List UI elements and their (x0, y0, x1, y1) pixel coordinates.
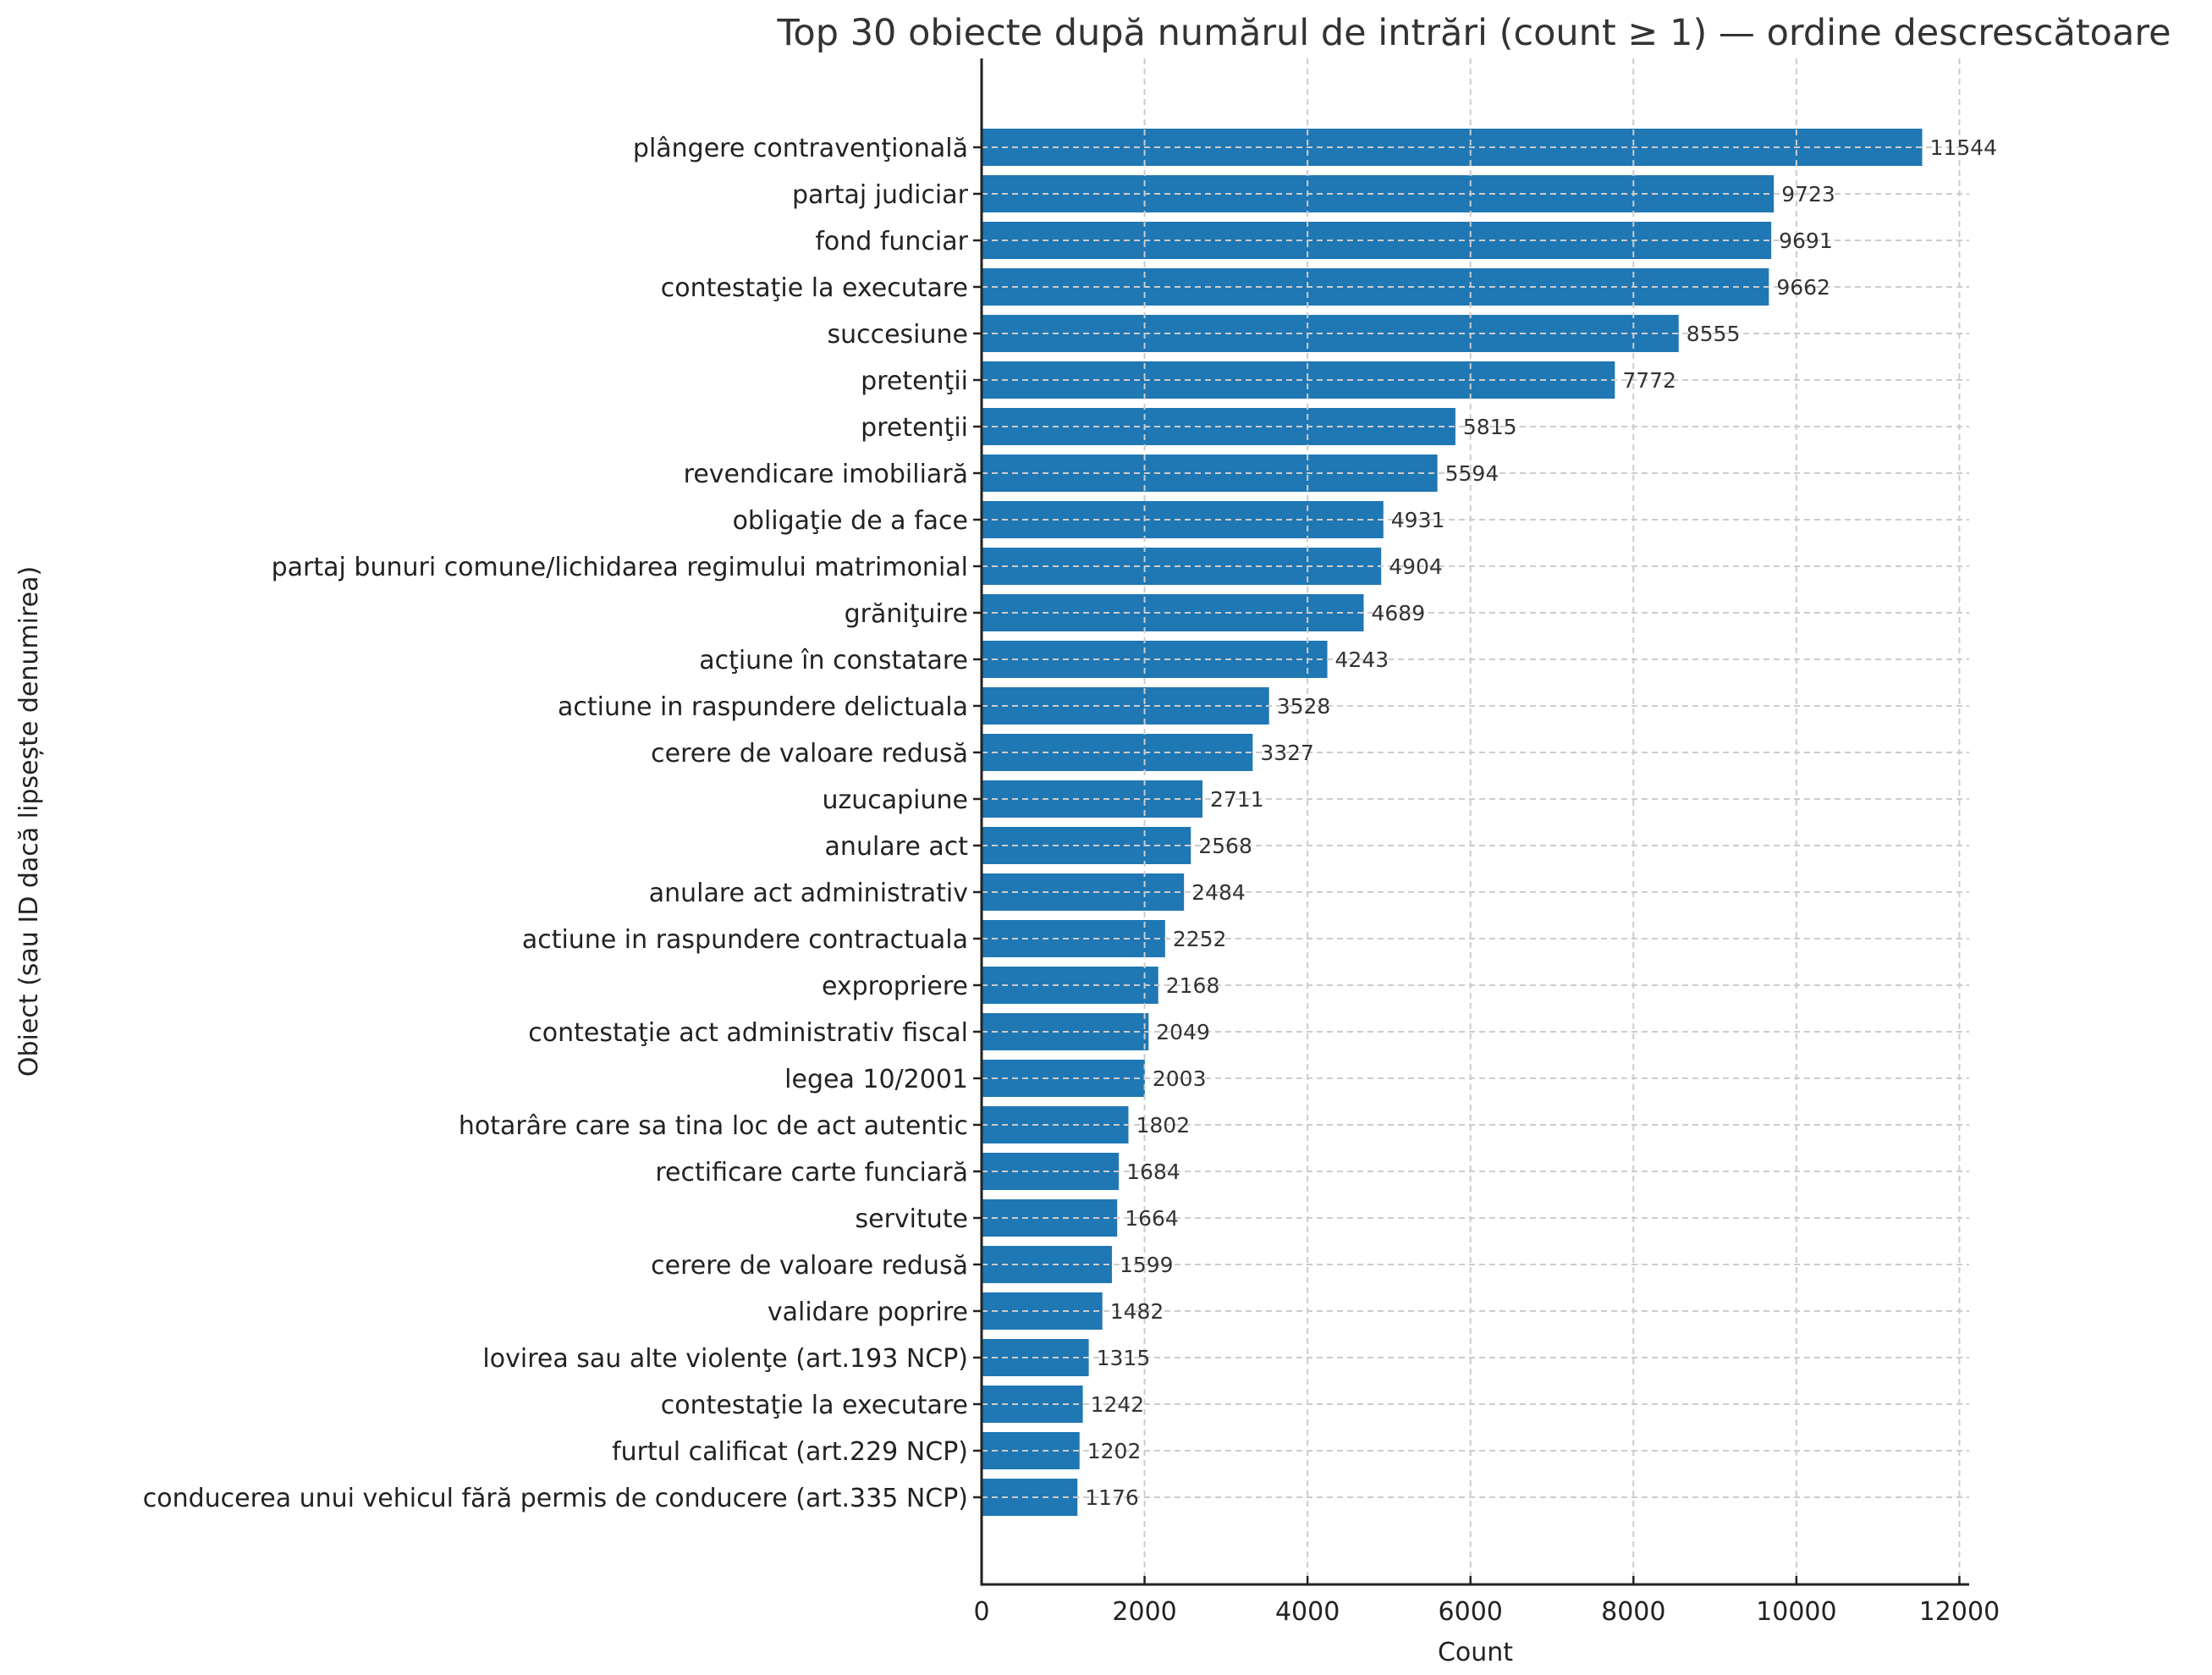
y-tick-label: partaj bunuri comune/lichidarea regimulu… (272, 553, 968, 582)
bar-value-label: 2049 (1156, 1020, 1210, 1044)
y-tick-label: revendicare imobiliară (684, 460, 968, 489)
bar-value-label: 9691 (1779, 229, 1833, 253)
bar-value-label: 8555 (1687, 322, 1741, 346)
bar-value-label: 9662 (1776, 275, 1830, 300)
bar-value-label: 4931 (1391, 508, 1445, 532)
y-axis-label: Obiect (sau ID dacă lipsește denumirea) (14, 566, 44, 1077)
bar (982, 268, 1769, 306)
bar (982, 501, 1384, 538)
x-tick-label: 4000 (1275, 1597, 1340, 1627)
y-tick-label: uzucapiune (822, 785, 968, 815)
y-tick-label: succesiune (827, 320, 968, 350)
bar (982, 1292, 1103, 1330)
bar-value-label: 1202 (1087, 1439, 1142, 1463)
bar-value-label: 2711 (1210, 787, 1264, 812)
y-tick-label: servitute (855, 1204, 968, 1234)
x-axis-label: Count (1438, 1638, 1513, 1667)
x-axis-ticks: 0 2000 4000 6000 8000 10000 12000 (973, 1576, 2000, 1627)
bar-value-label: 3327 (1260, 741, 1314, 765)
y-tick-label: anulare act (825, 832, 969, 862)
bar-value-label: 4243 (1335, 647, 1389, 672)
bar-value-label: 2568 (1198, 834, 1252, 858)
bar-value-label: 1599 (1120, 1253, 1174, 1277)
bar (982, 594, 1364, 631)
y-tick-label: anulare act administrativ (649, 879, 968, 908)
y-tick-label: legea 10/2001 (784, 1065, 968, 1094)
y-tick-label: hotarâre care sa tina loc de act autenti… (459, 1111, 968, 1141)
y-tick-label: validare poprire (768, 1298, 968, 1327)
bar-value-label: 2168 (1166, 973, 1220, 998)
bar-value-label: 1684 (1126, 1160, 1180, 1184)
y-tick-label: partaj judiciar (792, 180, 969, 210)
y-tick-label: acţiune în constatare (699, 646, 968, 675)
x-tick-label: 10000 (1756, 1597, 1836, 1627)
bar-value-label: 5815 (1463, 415, 1517, 439)
y-tick-label: obligaţie de a face (733, 506, 968, 536)
bar-value-label: 5594 (1445, 461, 1499, 486)
y-tick-label: grăniţuire (845, 599, 968, 629)
chart-title: Top 30 obiecte după numărul de intrări (… (776, 12, 2171, 54)
y-tick-label: contestaţie la executare (661, 1391, 968, 1420)
bar-value-label: 2003 (1153, 1066, 1207, 1091)
y-tick-label: cerere de valoare redusă (651, 739, 968, 769)
y-tick-label: fond funciar (815, 227, 968, 256)
bar (982, 873, 1185, 911)
bar-value-label: 7772 (1622, 368, 1676, 393)
y-tick-label: contestaţie la executare (661, 273, 968, 303)
x-tick-label: 8000 (1601, 1597, 1665, 1627)
y-tick-label: lovirea sau alte violenţe (art.193 NCP) (482, 1344, 968, 1374)
x-tick-label: 2000 (1112, 1597, 1176, 1627)
bar (982, 222, 1772, 259)
y-axis-ticks: plângere contravenţională partaj judiciar… (143, 134, 982, 1513)
y-tick-label: actiune in raspundere contractuala (522, 925, 968, 955)
x-tick-label: 6000 (1439, 1597, 1503, 1627)
bar-value-label: 1802 (1136, 1113, 1191, 1138)
grid-lines (982, 58, 1969, 1584)
bar-value-label: 9723 (1781, 182, 1835, 207)
y-tick-label: furtul calificat (art.229 NCP) (612, 1437, 968, 1467)
y-tick-label: expropriere (822, 972, 968, 1001)
bar-value-label: 2252 (1173, 927, 1227, 951)
x-tick-label: 12000 (1919, 1597, 2000, 1627)
bar (982, 967, 1158, 1004)
y-tick-label: cerere de valoare redusă (651, 1251, 968, 1281)
y-tick-label: conducerea unui vehicul fără permis de c… (143, 1484, 968, 1513)
y-tick-label: plângere contravenţională (633, 134, 968, 163)
y-tick-label: pretenţii (861, 366, 968, 396)
bar-value-label: 1482 (1110, 1299, 1164, 1324)
bar-value-label: 11544 (1930, 135, 1998, 160)
bar-value-label: 1315 (1097, 1346, 1151, 1370)
bar-value-label: 3528 (1277, 694, 1331, 719)
bar-value-label: 1176 (1085, 1485, 1139, 1510)
y-tick-label: pretenţii (861, 413, 968, 443)
bar-value-label: 4689 (1371, 601, 1425, 625)
bar-value-label: 1664 (1125, 1206, 1179, 1231)
y-tick-label: actiune in raspundere delictuala (558, 692, 968, 722)
bar-value-label: 4904 (1389, 554, 1443, 579)
y-tick-label: rectificare carte funciară (655, 1158, 968, 1187)
bar-value-label: 1242 (1091, 1392, 1145, 1417)
y-tick-label: contestaţie act administrativ fiscal (528, 1018, 968, 1048)
bar-value-label: 2484 (1191, 880, 1246, 905)
x-tick-label: 0 (973, 1597, 989, 1627)
